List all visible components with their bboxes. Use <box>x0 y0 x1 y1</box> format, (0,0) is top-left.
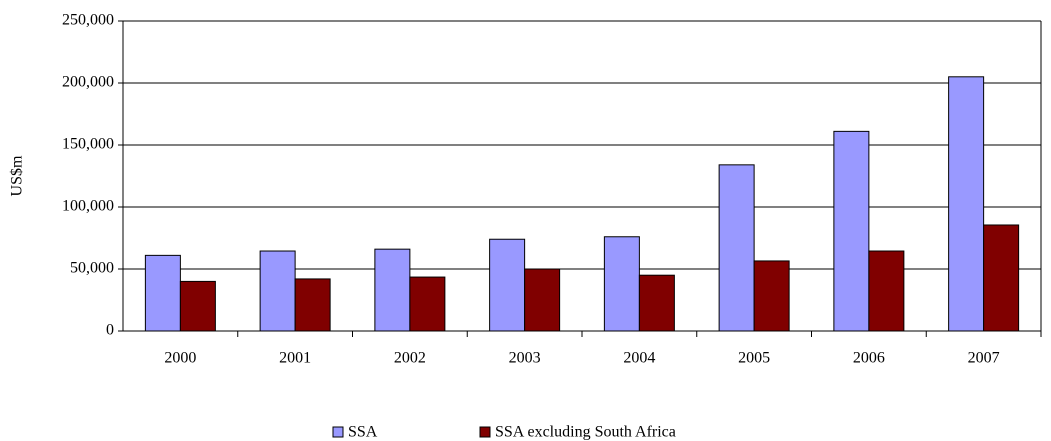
bar <box>144 254 181 332</box>
bar <box>948 76 985 332</box>
bar <box>489 238 526 332</box>
legend-swatch <box>332 426 344 438</box>
legend-label: SSA excluding South Africa <box>495 424 676 441</box>
bar <box>638 274 675 332</box>
x-tick-label: 2007 <box>968 350 1000 367</box>
bar <box>753 260 790 332</box>
x-tick-label: 2004 <box>623 350 655 367</box>
x-tick-label: 2002 <box>394 350 426 367</box>
y-tick-label: 250,000 <box>62 12 114 29</box>
x-tick-label: 2001 <box>279 350 311 367</box>
x-tick-label: 2005 <box>738 350 770 367</box>
legend-swatch <box>479 426 491 438</box>
y-tick-label: 0 <box>106 322 114 339</box>
y-tick-label: 100,000 <box>62 198 114 215</box>
x-tick-label: 2003 <box>509 350 541 367</box>
bar <box>718 164 755 332</box>
bar <box>294 278 331 332</box>
bar <box>524 268 561 332</box>
bar <box>259 250 296 332</box>
bar <box>409 276 446 332</box>
x-tick-label: 2000 <box>164 350 196 367</box>
x-tick-label: 2006 <box>853 350 885 367</box>
y-tick-label: 200,000 <box>62 74 114 91</box>
y-tick-label: 50,000 <box>70 260 114 277</box>
bar <box>179 280 216 332</box>
legend-label: SSA <box>348 424 378 441</box>
y-tick-label: 150,000 <box>62 136 114 153</box>
bar <box>983 224 1020 332</box>
y-axis-label: US$m <box>9 155 26 196</box>
bar <box>833 130 870 332</box>
bar <box>603 236 640 332</box>
bar <box>374 248 411 332</box>
bar <box>868 250 905 332</box>
